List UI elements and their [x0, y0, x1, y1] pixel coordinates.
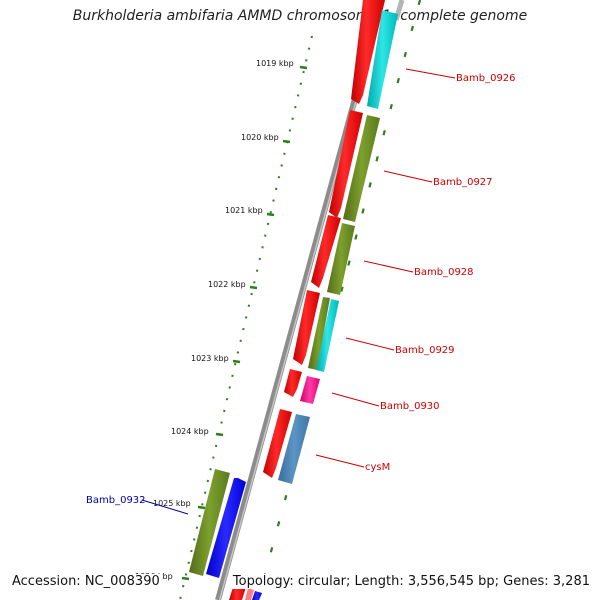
map-title: Burkholderia ambifaria AMMD chromosome 1…: [72, 8, 528, 24]
scale-label: 1021 kbp: [225, 206, 263, 215]
cds-arrow-bottom-2: [245, 588, 254, 600]
scale-label: 1022 kbp: [208, 280, 246, 289]
cog-bar-bamb-0930: [300, 376, 320, 404]
scale-ticks: [181, 65, 308, 581]
cds-arrow-bamb-0929: [293, 290, 320, 365]
gene-label-bamb-0928[interactable]: Bamb_0928: [414, 267, 474, 278]
cog-bar-bamb-0928: [327, 223, 355, 295]
cog-bar-cysm: [278, 414, 310, 484]
cds-arrow-bamb-0926: [351, 0, 385, 104]
cds-arrow-bamb-0930: [284, 369, 302, 397]
leader-bamb-0932: [141, 499, 189, 515]
gene-label-bamb-0929[interactable]: Bamb_0929: [395, 345, 455, 356]
leader-cysm: [315, 454, 365, 468]
cds-arrow-bamb-0928: [311, 215, 341, 288]
cds-arrow-cysm: [263, 409, 292, 478]
cds-track: [229, 0, 385, 600]
leader-bamb-0929: [345, 337, 395, 351]
gene-label-bamb-0926[interactable]: Bamb_0926: [456, 73, 516, 84]
cog-bar-bamb-0929b: [316, 299, 339, 372]
scale-major-tick: [215, 432, 224, 437]
cds-arrow-bamb-0927: [329, 110, 363, 218]
scale-label: 1024 kbp: [171, 427, 209, 436]
cog-bar-bamb-0926: [367, 10, 398, 109]
gene-label-cysm[interactable]: cysM: [365, 462, 390, 473]
scale-label: 1023 kbp: [191, 354, 229, 363]
cog-bar-bamb-0932-blue: [206, 478, 246, 578]
accession-text: Accession: NC_008390: [10, 574, 162, 589]
scale-major-tick: [266, 212, 275, 217]
scale-major-tick: [249, 285, 258, 290]
genome-summary-text: Topology: circular; Length: 3,556,545 bp…: [230, 574, 592, 589]
cog-bar-bamb-0932-olive: [189, 469, 230, 576]
cog-bar-bamb-0929a: [308, 297, 330, 370]
gene-label-bamb-0927[interactable]: Bamb_0927: [433, 177, 493, 188]
leader-bamb-0926: [405, 68, 456, 79]
gene-label-bamb-0930[interactable]: Bamb_0930: [380, 401, 440, 412]
gene-labels: Bamb_0926 Bamb_0927 Bamb_0928 Bamb_0929 …: [86, 73, 516, 506]
leader-bamb-0930: [331, 392, 380, 407]
leader-bamb-0928: [363, 260, 414, 273]
gene-label-bamb-0932[interactable]: Bamb_0932: [86, 495, 146, 506]
leader-bamb-0927: [383, 170, 433, 183]
cog-bar-bottom: [252, 591, 262, 600]
cog-bar-bamb-0927: [343, 115, 380, 222]
label-leader-lines: [141, 68, 456, 515]
scale-label: 1025 kbp: [153, 499, 191, 508]
cog-track: [189, 10, 398, 600]
scale-major-tick: [299, 65, 308, 70]
scale-major-tick: [282, 139, 291, 144]
scale-label: 1019 kbp: [256, 59, 294, 68]
scale-label: 1020 kbp: [241, 133, 279, 142]
scale-major-tick: [181, 576, 190, 581]
outer-dashed-ring: [256, 0, 422, 600]
scale-major-tick: [197, 505, 206, 510]
scale-dotted-line: [179, 35, 313, 600]
scale-major-tick: [232, 359, 241, 364]
